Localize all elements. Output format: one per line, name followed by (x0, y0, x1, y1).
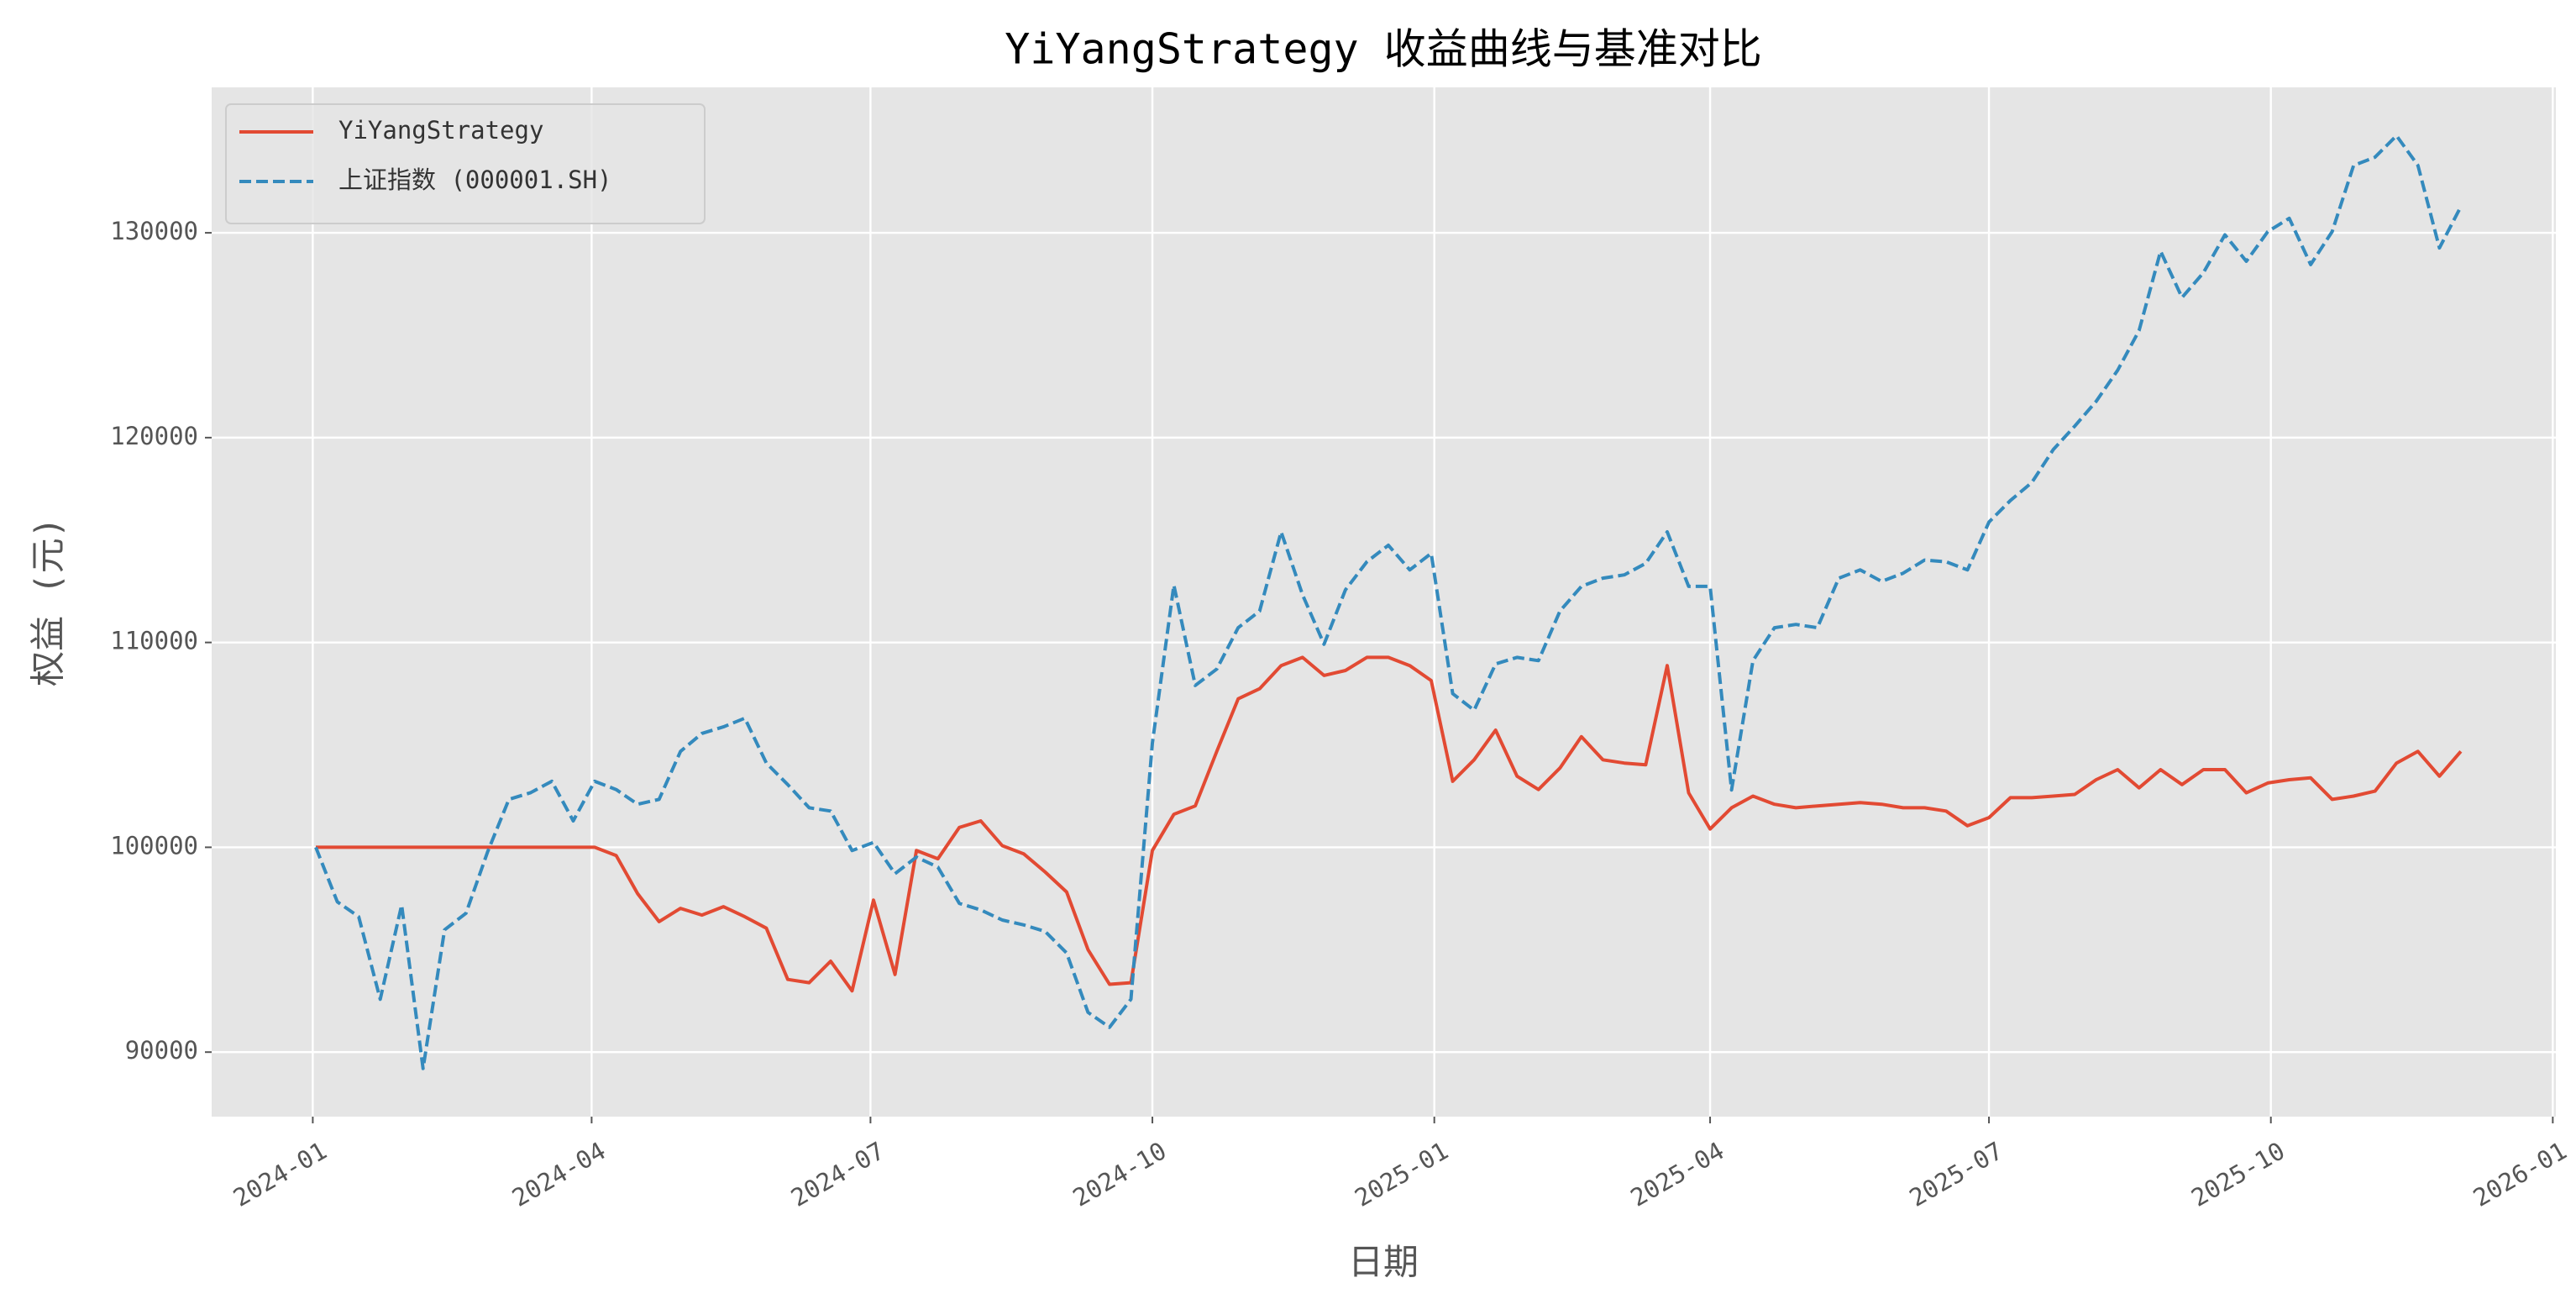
x-tick-label: 2025-01 (1350, 1136, 1453, 1212)
legend-label: YiYangStrategy (338, 116, 543, 145)
chart-title: YiYangStrategy 收益曲线与基准对比 (1005, 25, 1762, 74)
x-tick-label: 2024-04 (507, 1136, 611, 1212)
x-tick-label: 2024-01 (228, 1136, 332, 1212)
plot-background (212, 87, 2556, 1117)
series-line (316, 655, 2463, 993)
y-axis-label: 权益 (元) (28, 517, 69, 686)
x-tick-label: 2025-07 (1905, 1136, 2008, 1212)
legend-box (225, 103, 706, 224)
y-tick-label: 110000 (110, 627, 198, 655)
y-tick-label: 120000 (110, 422, 198, 450)
y-tick-label: 100000 (110, 831, 198, 860)
y-tick-label: 90000 (125, 1036, 198, 1065)
x-tick-label: 2025-10 (2186, 1136, 2290, 1212)
y-tick-label: 130000 (110, 217, 198, 245)
x-axis-label: 日期 (1348, 1242, 1419, 1283)
x-tick-label: 2025-04 (1626, 1136, 1729, 1212)
series-line (314, 134, 2463, 1070)
x-tick-label: 2026-01 (2468, 1136, 2572, 1212)
legend-label: 上证指数 (000001.SH) (338, 166, 612, 194)
x-tick-label: 2024-10 (1068, 1136, 1172, 1212)
x-tick-label: 2024-07 (786, 1136, 889, 1212)
